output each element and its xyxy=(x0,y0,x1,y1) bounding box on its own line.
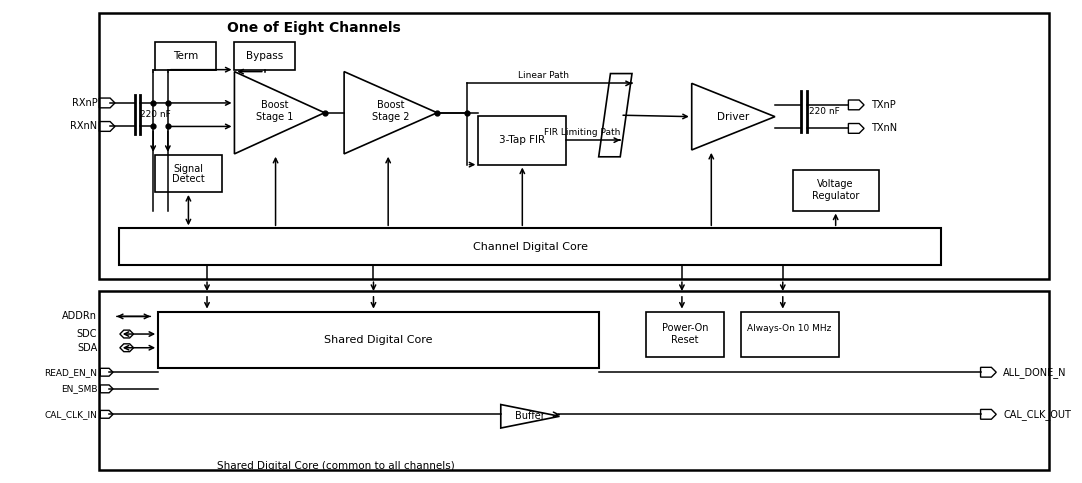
Text: Detect: Detect xyxy=(172,174,204,185)
Text: Regulator: Regulator xyxy=(812,191,859,201)
Text: Stage 2: Stage 2 xyxy=(372,112,409,122)
Text: Driver: Driver xyxy=(717,112,750,122)
Text: Signal: Signal xyxy=(173,164,203,173)
Bar xyxy=(793,170,879,211)
Text: Voltage: Voltage xyxy=(817,179,854,189)
Text: Boost: Boost xyxy=(377,100,405,110)
Bar xyxy=(646,312,724,356)
Text: 220 nF: 220 nF xyxy=(140,110,171,119)
Bar xyxy=(478,115,566,165)
Text: TXnN: TXnN xyxy=(871,123,897,133)
Text: SDC: SDC xyxy=(77,329,97,339)
Text: Stage 1: Stage 1 xyxy=(256,112,293,122)
Text: READ_EN_N: READ_EN_N xyxy=(44,368,97,377)
Text: Always-On 10 MHz: Always-On 10 MHz xyxy=(748,324,832,333)
Text: 3-Tap FIR: 3-Tap FIR xyxy=(499,135,545,145)
Text: Linear Path: Linear Path xyxy=(518,71,569,80)
Bar xyxy=(235,42,295,70)
Text: RXnN: RXnN xyxy=(70,121,97,131)
Text: Channel Digital Core: Channel Digital Core xyxy=(473,242,588,252)
Text: EN_SMB: EN_SMB xyxy=(61,384,97,393)
Text: One of Eight Channels: One of Eight Channels xyxy=(226,21,400,35)
Text: Buffer: Buffer xyxy=(515,412,545,421)
Text: TXnP: TXnP xyxy=(871,100,896,110)
Bar xyxy=(158,312,598,369)
Bar xyxy=(741,312,839,356)
Text: ALL_DONE_N: ALL_DONE_N xyxy=(1003,367,1067,378)
Text: RXnP: RXnP xyxy=(71,98,97,108)
Text: FIR Limiting Path: FIR Limiting Path xyxy=(544,128,621,137)
Text: 220 nF: 220 nF xyxy=(808,107,840,116)
Text: Boost: Boost xyxy=(261,100,288,110)
Text: Shared Digital Core (common to all channels): Shared Digital Core (common to all chann… xyxy=(216,461,454,471)
Bar xyxy=(119,228,941,266)
Text: CAL_CLK_IN: CAL_CLK_IN xyxy=(44,410,97,419)
Bar xyxy=(155,155,222,192)
Text: Term: Term xyxy=(173,51,198,61)
Text: Bypass: Bypass xyxy=(247,51,283,61)
Bar xyxy=(100,291,1050,470)
Text: SDA: SDA xyxy=(77,343,97,353)
Text: CAL_CLK_OUT: CAL_CLK_OUT xyxy=(1003,409,1071,420)
Text: ADDRn: ADDRn xyxy=(63,312,97,321)
Bar xyxy=(155,42,215,70)
Text: Reset: Reset xyxy=(671,335,699,345)
Bar xyxy=(100,13,1050,279)
Text: Shared Digital Core: Shared Digital Core xyxy=(325,335,433,345)
Text: Power-On: Power-On xyxy=(661,323,708,333)
